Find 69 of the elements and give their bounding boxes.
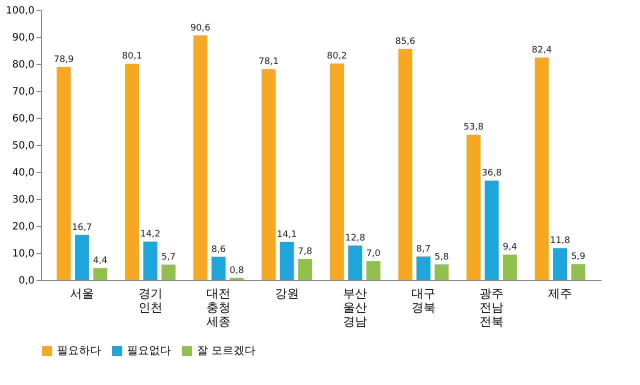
data-label: 36,8 <box>482 168 502 179</box>
bar <box>161 264 176 280</box>
bar <box>571 264 586 280</box>
data-label: 78,1 <box>258 57 279 68</box>
bar <box>434 264 449 280</box>
data-label: 5,7 <box>161 252 176 263</box>
bar <box>280 242 294 280</box>
x-tick-label: 경기 인천 <box>138 286 162 314</box>
bar <box>398 48 412 280</box>
legend-label: 필요하다 <box>57 344 101 357</box>
data-label: 12,8 <box>345 233 366 244</box>
bar <box>330 63 344 280</box>
y-tick-label: 70,0 <box>12 86 34 98</box>
data-label: 53,8 <box>463 122 484 133</box>
x-tick-label: 서울 <box>70 286 94 300</box>
y-tick-label: 30,0 <box>12 194 34 206</box>
data-label: 90,6 <box>190 23 211 34</box>
bar <box>262 69 276 280</box>
y-tick-label: 20,0 <box>12 222 34 232</box>
data-label: 5,9 <box>571 252 586 262</box>
y-tick-label: 0,0 <box>18 276 34 286</box>
bar <box>125 64 140 280</box>
data-label: 78,9 <box>54 54 74 65</box>
data-label: 9,4 <box>502 242 518 253</box>
x-tick-label: 대구 경북 <box>411 286 436 314</box>
data-label: 0,8 <box>230 266 244 276</box>
data-label: 5,8 <box>434 252 450 262</box>
y-tick-label: 100,0 <box>6 6 34 16</box>
y-tick-label: 90,0 <box>12 32 34 44</box>
bar <box>553 248 568 280</box>
data-label: 7,0 <box>366 249 381 260</box>
bar <box>298 258 312 280</box>
data-label: 82,4 <box>532 46 552 56</box>
x-tick-label: 광주 전남 전북 <box>480 286 504 328</box>
data-label: 8,7 <box>416 244 431 255</box>
x-tick-label: 부산 울산 경남 <box>343 286 368 328</box>
data-label: 16,7 <box>72 222 92 233</box>
data-label: 85,6 <box>395 36 416 47</box>
bar <box>56 66 71 280</box>
y-tick-label: 50,0 <box>12 140 34 152</box>
x-tick-label: 강원 <box>274 286 299 300</box>
data-label: 80,2 <box>326 51 347 62</box>
bar <box>534 58 549 280</box>
bar <box>93 268 108 280</box>
bar <box>484 180 499 280</box>
data-label: 4,4 <box>93 256 108 266</box>
bar <box>366 261 380 280</box>
bar <box>348 245 362 280</box>
bar <box>416 256 430 280</box>
data-label: 7,8 <box>298 246 312 257</box>
y-tick-label: 10,0 <box>12 248 34 260</box>
data-label: 14,2 <box>140 230 160 240</box>
data-label: 14,1 <box>276 230 297 240</box>
data-label: 80,1 <box>122 52 142 62</box>
bar <box>193 35 208 280</box>
legend-label: 필요없다 <box>127 344 171 357</box>
bar <box>466 134 481 280</box>
bar <box>502 254 517 280</box>
bar <box>212 256 226 280</box>
data-label: 8,6 <box>211 244 226 255</box>
y-tick-label: 80,0 <box>12 60 34 70</box>
y-tick-label: 40,0 <box>12 168 34 178</box>
x-tick-label: 제주 <box>548 286 572 300</box>
bar <box>74 234 89 280</box>
legend-label: 잘 모르겠다 <box>197 344 256 357</box>
y-tick-label: 60,0 <box>12 114 34 124</box>
bar <box>143 242 158 280</box>
data-label: 11,8 <box>550 236 570 246</box>
x-tick-label: 대전 충청 세종 <box>206 286 231 328</box>
